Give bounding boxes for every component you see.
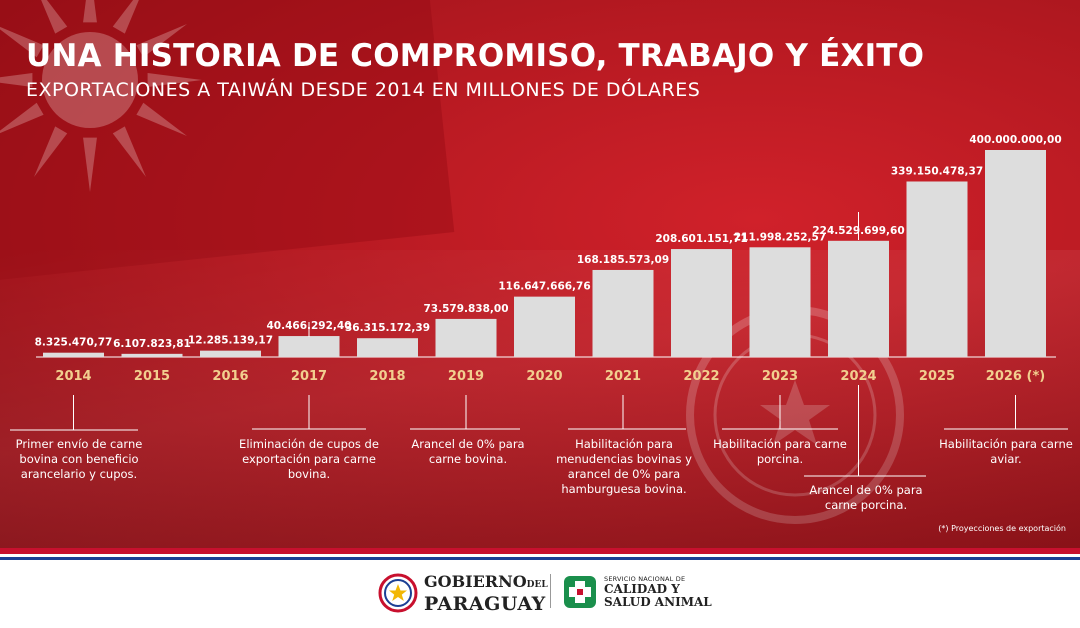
bar-2021: [592, 269, 654, 357]
sun-ray: [83, 0, 97, 23]
sun-ray: [0, 26, 44, 58]
sun-ray: [0, 73, 33, 87]
year-label-2026: 2026 (*): [986, 369, 1045, 384]
sun-decoration: [0, 0, 202, 192]
paraguay-emblem-icon: [378, 573, 418, 613]
value-label-2016: 12.285.139,17: [188, 335, 273, 347]
value-label-2015: 6.107.823,81: [113, 338, 191, 350]
milestone-2017: Eliminación de cupos de exportación para…: [239, 437, 379, 481]
bar-2015: [121, 353, 183, 357]
year-label-2019: 2019: [448, 369, 484, 384]
bar-2023: [749, 247, 811, 357]
sun-ray: [136, 102, 187, 136]
year-label-2023: 2023: [762, 369, 798, 384]
bar-2025: [906, 181, 968, 357]
hero-background: [0, 0, 1080, 548]
year-label-2016: 2016: [212, 369, 248, 384]
year-label-2024: 2024: [840, 369, 876, 384]
sun-ray: [83, 137, 97, 192]
year-label-2015: 2015: [134, 369, 170, 384]
year-label-2021: 2021: [605, 369, 641, 384]
bar-2016: [200, 350, 261, 357]
milestone-2021: Habilitación para menudencias bovinas y …: [556, 437, 692, 496]
sun-ray: [41, 0, 68, 34]
senacsa-text-2: CALIDAD Y: [604, 582, 680, 596]
sun-ray: [147, 73, 202, 87]
year-label-2014: 2014: [55, 369, 91, 384]
page-subtitle: EXPORTACIONES A TAIWÁN DESDE 2014 EN MIL…: [26, 79, 701, 101]
value-label-2025: 339.150.478,37: [891, 165, 983, 177]
sun-ray: [34, 126, 68, 177]
sun-ray: [136, 24, 187, 58]
year-label-2017: 2017: [291, 369, 327, 384]
page-title: UNA HISTORIA DE COMPROMISO, TRABAJO Y ÉX…: [26, 38, 925, 74]
milestone-2019: Arancel de 0% para carne bovina.: [411, 437, 525, 466]
sun-ray: [112, 126, 146, 177]
gov-text-1a: GOBIERNO: [424, 572, 527, 591]
value-label-2023: 211.998.252,57: [734, 231, 826, 243]
year-label-2018: 2018: [369, 369, 405, 384]
flag-stripe-blue: [0, 557, 1080, 560]
gobierno-paraguay-logo: GOBIERNODEL PARAGUAY: [378, 572, 548, 614]
bar-2019: [435, 318, 497, 357]
senacsa-text-1: SERVICIO NACIONAL DE: [604, 575, 686, 583]
milestone-2024: Arancel de 0% para carne porcina.: [809, 483, 923, 512]
value-label-2014: 8.325.470,77: [35, 337, 113, 349]
senacsa-logo: SERVICIO NACIONAL DE CALIDAD Y SALUD ANI…: [562, 574, 712, 610]
milestone-2023: Habilitación para carne porcina.: [713, 437, 847, 466]
value-label-2019: 73.579.838,00: [423, 303, 508, 315]
footnote: (*) Proyecciones de exportación: [938, 524, 1066, 533]
bar-2018: [357, 338, 418, 357]
value-label-2021: 168.185.573,09: [577, 254, 669, 266]
gov-text-1b: DEL: [526, 580, 548, 590]
bar-2024: [828, 240, 889, 357]
year-label-2020: 2020: [526, 369, 562, 384]
year-label-2022: 2022: [683, 369, 719, 384]
bar-2026: [985, 150, 1046, 357]
year-label-2025: 2025: [919, 369, 955, 384]
export-bar-chart: 8.325.470,77 2014 6.107.823,81 2015 12.285.1…: [35, 134, 1061, 384]
milestone-2026: Habilitación para carne aviar.: [939, 437, 1073, 466]
bar-2020: [514, 296, 575, 357]
senacsa-text-3: SALUD ANIMAL: [604, 595, 712, 609]
value-label-2022: 208.601.151,71: [655, 233, 747, 245]
value-label-2026: 400.000.000,00: [969, 134, 1061, 146]
sun-ray: [0, 102, 44, 134]
sun-ray: [112, 0, 139, 34]
logo-divider: [550, 574, 551, 608]
value-label-2018: 36.315.172,39: [345, 322, 430, 334]
bar-2014: [43, 352, 104, 357]
milestone-2014: Primer envío de carne bovina con benefic…: [15, 437, 143, 481]
senacsa-emblem-icon: [564, 576, 596, 608]
gov-text-2: PARAGUAY: [424, 593, 546, 615]
flag-stripe-red: [0, 548, 1080, 554]
bar-2017: [278, 336, 340, 357]
footer: [0, 560, 1080, 628]
value-label-2020: 116.647.666,76: [498, 281, 590, 293]
bar-2022: [671, 249, 732, 357]
